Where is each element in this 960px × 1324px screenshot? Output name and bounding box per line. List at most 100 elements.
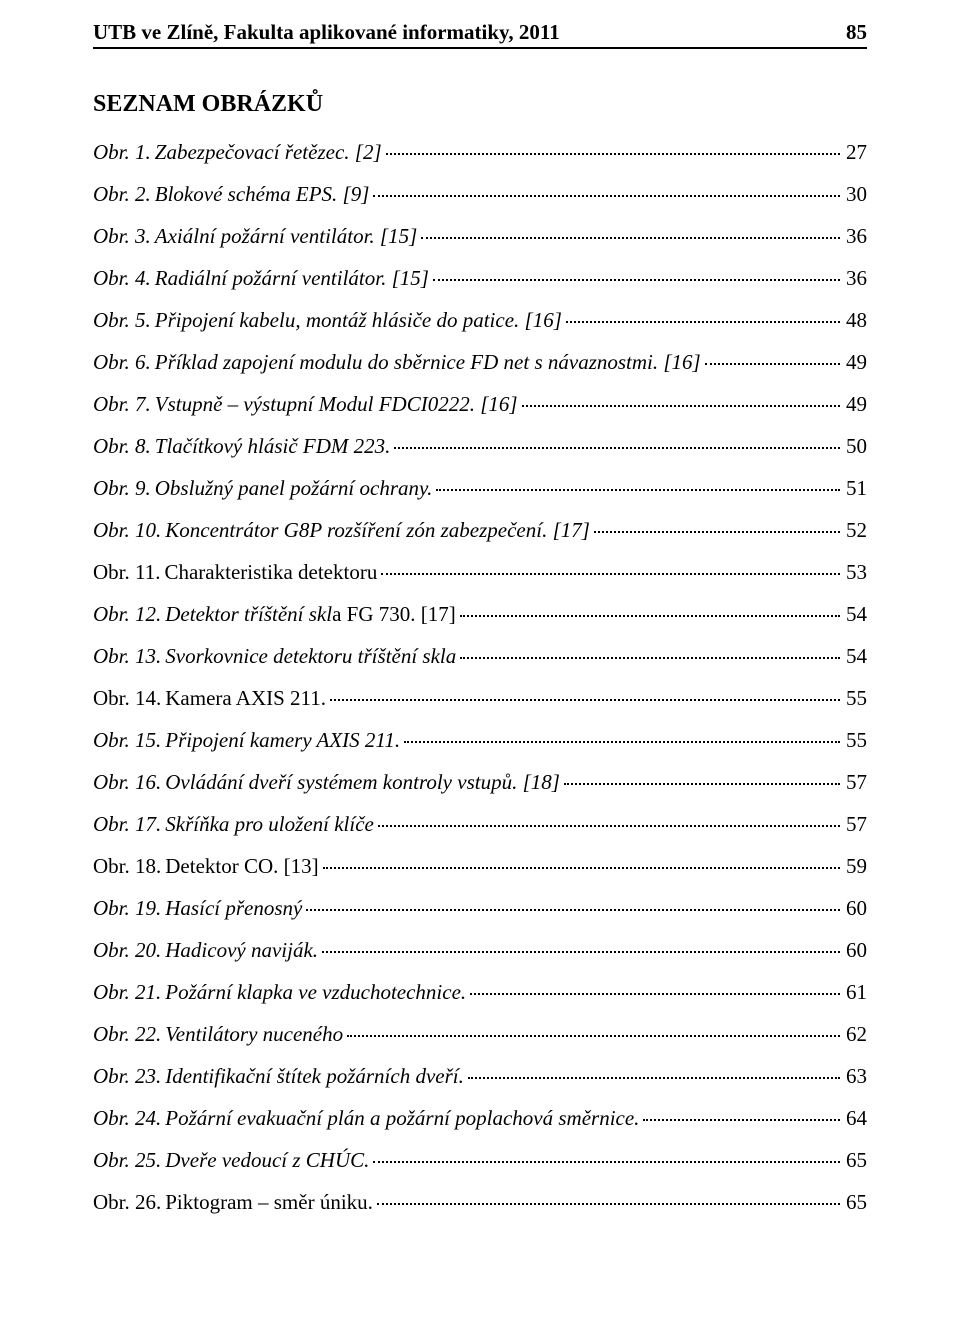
- figure-entry-page: 36: [842, 268, 867, 289]
- figure-entry-page: 65: [842, 1192, 867, 1213]
- figure-entry-page: 55: [842, 730, 867, 751]
- leader-dots: [377, 1203, 840, 1205]
- leader-dots: [323, 867, 840, 869]
- figure-entry-page: 61: [842, 982, 867, 1003]
- figure-entry-label: Obr. 16.: [93, 772, 165, 793]
- leader-dots: [421, 237, 840, 239]
- leader-dots: [381, 573, 840, 575]
- leader-dots: [322, 951, 840, 953]
- figure-entry-page: 55: [842, 688, 867, 709]
- figure-entry-description: Detektor CO. [13]: [165, 856, 320, 877]
- figure-entry-description: Tlačítkový hlásič FDM 223.: [155, 436, 393, 457]
- figure-entry-description: Ovládání dveří systémem kontroly vstupů.…: [165, 772, 562, 793]
- figure-entry-description: Svorkovnice detektoru tříštění skla: [165, 646, 458, 667]
- figure-entry-label: Obr. 12.: [93, 604, 165, 625]
- figure-entry: Obr. 16.Ovládání dveří systémem kontroly…: [93, 772, 867, 793]
- figure-entry-label: Obr. 25.: [93, 1150, 165, 1171]
- figure-entry-page: 49: [842, 352, 867, 373]
- figure-entry-description: Charakteristika detektoru: [164, 562, 379, 583]
- figure-entry-description: Koncentrátor G8P rozšíření zón zabezpeče…: [165, 520, 592, 541]
- figure-entry-description: Příklad zapojení modulu do sběrnice FD n…: [155, 352, 703, 373]
- leader-dots: [564, 783, 840, 785]
- figure-entry-label: Obr. 23.: [93, 1066, 165, 1087]
- figure-entry-label: Obr. 6.: [93, 352, 155, 373]
- figure-entry-description: Obslužný panel požární ochrany.: [155, 478, 435, 499]
- figure-entry: Obr. 10.Koncentrátor G8P rozšíření zón z…: [93, 520, 867, 541]
- figure-entry-page: 49: [842, 394, 867, 415]
- leader-dots: [594, 531, 840, 533]
- leader-dots: [378, 825, 840, 827]
- figure-entry-label: Obr. 10.: [93, 520, 165, 541]
- figure-entry: Obr. 8.Tlačítkový hlásič FDM 223. 50: [93, 436, 867, 457]
- leader-dots: [436, 489, 840, 491]
- figure-entry: Obr. 21.Požární klapka ve vzduchotechnic…: [93, 982, 867, 1003]
- leader-dots: [404, 741, 840, 743]
- figure-entry: Obr. 12.Detektor tříštění skla FG 730. […: [93, 604, 867, 625]
- figure-entry-page: 48: [842, 310, 867, 331]
- figure-entry-description: Zabezpečovací řetězec. [2]: [155, 142, 384, 163]
- figure-entry-description: Kamera AXIS 211.: [165, 688, 328, 709]
- figure-entry: Obr. 4.Radiální požární ventilátor. [15]…: [93, 268, 867, 289]
- figure-entry-description: Detektor tříštění skla FG 730. [17]: [165, 604, 457, 625]
- figure-entry: Obr. 11.Charakteristika detektoru 53: [93, 562, 867, 583]
- figure-entry-page: 62: [842, 1024, 867, 1045]
- figure-entry-label: Obr. 9.: [93, 478, 155, 499]
- leader-dots: [347, 1035, 840, 1037]
- figure-entry-description: Vstupně – výstupní Modul FDCI0222. [16]: [155, 394, 520, 415]
- page-header: UTB ve Zlíně, Fakulta aplikované informa…: [93, 20, 867, 49]
- header-page-number: 85: [846, 20, 867, 45]
- leader-dots: [705, 363, 840, 365]
- figure-entry-page: 59: [842, 856, 867, 877]
- figure-entry: Obr. 1.Zabezpečovací řetězec. [2] 27: [93, 142, 867, 163]
- figure-entry-label: Obr. 13.: [93, 646, 165, 667]
- figure-entry: Obr. 3.Axiální požární ventilátor. [15]3…: [93, 226, 867, 247]
- leader-dots: [522, 405, 840, 407]
- leader-dots: [468, 1077, 840, 1079]
- figure-entry-label: Obr. 8.: [93, 436, 155, 457]
- figure-entry-description: Blokové schéma EPS. [9]: [155, 184, 372, 205]
- leader-dots: [394, 447, 840, 449]
- leader-dots: [460, 657, 840, 659]
- figure-entry-page: 54: [842, 646, 867, 667]
- figure-entry: Obr. 7.Vstupně – výstupní Modul FDCI0222…: [93, 394, 867, 415]
- figure-entry-page: 60: [842, 898, 867, 919]
- figure-entry: Obr. 15.Připojení kamery AXIS 211. 55: [93, 730, 867, 751]
- figure-entry-page: 53: [842, 562, 867, 583]
- figure-entry-page: 27: [842, 142, 867, 163]
- figure-entry: Obr. 22.Ventilátory nuceného62: [93, 1024, 867, 1045]
- figure-entry-label: Obr. 22.: [93, 1024, 165, 1045]
- leader-dots: [373, 195, 840, 197]
- figure-entry-label: Obr. 26.: [93, 1192, 165, 1213]
- figure-entry-label: Obr. 14.: [93, 688, 165, 709]
- figure-entry-description: Požární klapka ve vzduchotechnice.: [165, 982, 468, 1003]
- figure-entry: Obr. 5.Připojení kabelu, montáž hlásiče …: [93, 310, 867, 331]
- figure-entry: Obr. 24.Požární evakuační plán a požární…: [93, 1108, 867, 1129]
- figure-entry-page: 54: [842, 604, 867, 625]
- figure-list: Obr. 1.Zabezpečovací řetězec. [2]27Obr. …: [93, 142, 867, 1213]
- leader-dots: [386, 153, 840, 155]
- figure-entry-description: Identifikační štítek požárních dveří.: [165, 1066, 466, 1087]
- figure-entry: Obr. 20.Hadicový naviják.60: [93, 940, 867, 961]
- figure-entry-page: 57: [842, 772, 867, 793]
- figure-entry-page: 50: [842, 436, 867, 457]
- figure-entry-label: Obr. 20.: [93, 940, 165, 961]
- figure-entry-label: Obr. 2.: [93, 184, 155, 205]
- figure-entry-label: Obr. 1.: [93, 142, 155, 163]
- figure-entry-page: 57: [842, 814, 867, 835]
- figure-entry: Obr. 6.Příklad zapojení modulu do sběrni…: [93, 352, 867, 373]
- figure-entry: Obr. 14.Kamera AXIS 211. 55: [93, 688, 867, 709]
- figure-entry-description: Připojení kamery AXIS 211.: [165, 730, 402, 751]
- figure-entry-label: Obr. 4.: [93, 268, 155, 289]
- figure-entry-description: Připojení kabelu, montáž hlásiče do pati…: [155, 310, 564, 331]
- leader-dots: [566, 321, 840, 323]
- figure-entry-label: Obr. 11.: [93, 562, 164, 583]
- leader-dots: [306, 909, 840, 911]
- figure-entry-description: Skříňka pro uložení klíče: [165, 814, 376, 835]
- figure-entry-description: Piktogram – směr úniku.: [165, 1192, 375, 1213]
- figure-entry-label: Obr. 15.: [93, 730, 165, 751]
- figure-entry-page: 51: [842, 478, 867, 499]
- figure-entry-page: 64: [842, 1108, 867, 1129]
- leader-dots: [433, 279, 840, 281]
- figure-entry: Obr. 25.Dveře vedoucí z CHÚC. 65: [93, 1150, 867, 1171]
- figure-entry-label: Obr. 7.: [93, 394, 155, 415]
